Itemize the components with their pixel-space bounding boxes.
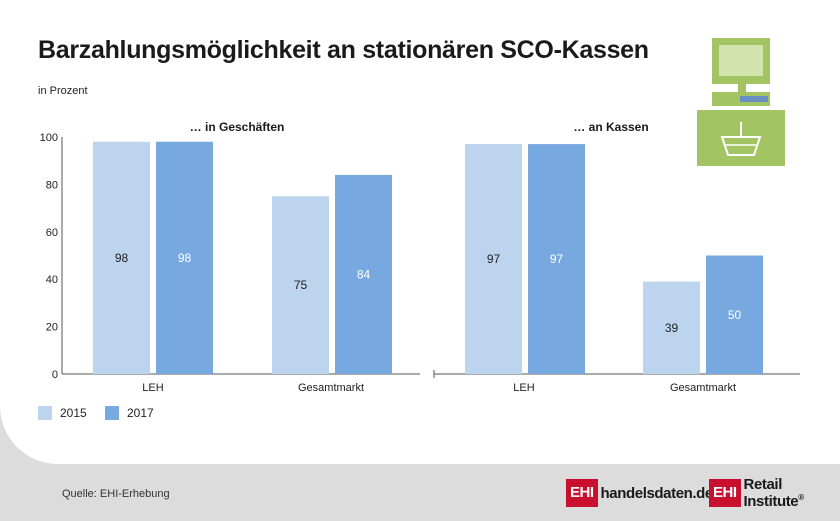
legend-label-2017: 2017 (127, 406, 154, 420)
y-tick-label: 0 (52, 369, 58, 381)
panel-title-1: … an Kassen (573, 120, 648, 134)
chart-subtitle: in Prozent (38, 85, 88, 97)
legend-item-2015: 2015 (38, 406, 87, 420)
bar-value-label: 75 (294, 278, 308, 292)
ehi-logo-box: EHI (709, 479, 741, 507)
self-checkout-terminal-icon (697, 38, 785, 166)
ehi-retail-institute-logo[interactable]: EHI Retail Institute® (709, 476, 840, 510)
bar-gesamtmarkt-2015 (272, 196, 329, 374)
bar-value-label: 84 (357, 267, 371, 281)
y-tick-label: 60 (46, 227, 58, 239)
y-tick-label: 20 (46, 322, 58, 334)
bar-leh-2015 (465, 144, 522, 374)
handelsdaten-logo[interactable]: EHI handelsdaten.de (566, 479, 713, 507)
bar-value-label: 97 (550, 252, 564, 266)
bar-value-label: 98 (178, 251, 192, 265)
ehi-logo-text-wrap: Retail Institute® (744, 476, 840, 510)
legend-item-2017: 2017 (105, 406, 154, 420)
legend-swatch-2015 (38, 406, 52, 420)
category-label: LEH (142, 382, 163, 394)
bar-value-label: 98 (115, 251, 129, 265)
category-label: Gesamtmarkt (670, 382, 736, 394)
category-label: LEH (513, 382, 534, 394)
chart-svg: … in Geschäften 0 20 40 60 80 100 98 98 LEH 75 84 Ge… (40, 38, 800, 394)
bar-value-label: 39 (665, 321, 679, 335)
y-tick-label: 80 (46, 179, 58, 191)
ehi-logo-text: Retail Institute (743, 476, 799, 510)
y-tick-label: 100 (40, 132, 58, 144)
bar-gesamtmarkt-2017 (706, 255, 763, 374)
bar-leh-2017 (528, 144, 585, 374)
bar-value-label: 50 (728, 308, 742, 322)
bar-leh-2017 (156, 141, 213, 374)
handelsdaten-logo-box: EHI (566, 479, 598, 507)
icon-stand (738, 84, 746, 92)
y-tick-label: 40 (46, 274, 58, 286)
panel-title-0: … in Geschäften (190, 120, 285, 134)
icon-screen (719, 45, 763, 76)
handelsdaten-logo-text: handelsdaten.de (600, 484, 714, 502)
icon-basket (720, 136, 762, 156)
bar-gesamtmarkt-2015 (643, 281, 700, 374)
chart-title: Barzahlungsmöglichkeit an stationären SC… (38, 36, 649, 64)
registered-mark: ® (798, 493, 804, 502)
bar-value-label: 97 (487, 252, 501, 266)
source-note: Quelle: EHI-Erhebung (62, 488, 170, 500)
category-label: Gesamtmarkt (298, 382, 364, 394)
plot-layer: … in Geschäften 0 20 40 60 80 100 98 98 LEH 75 84 Ge… (40, 120, 800, 394)
legend-swatch-2017 (105, 406, 119, 420)
legend-label-2015: 2015 (60, 406, 87, 420)
bar-gesamtmarkt-2017 (335, 174, 392, 374)
bar-leh-2015 (93, 141, 150, 374)
icon-card-slot (740, 96, 768, 102)
